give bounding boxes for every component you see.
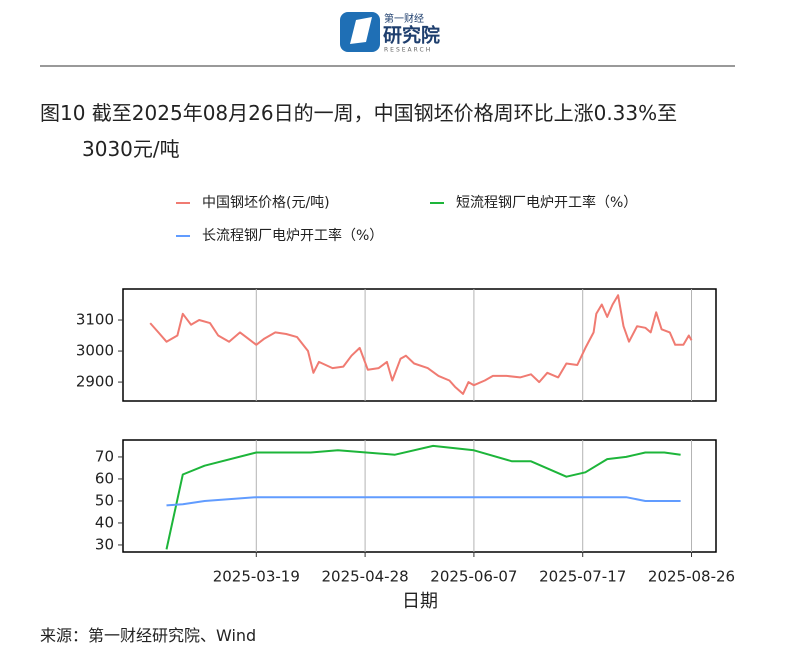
y-tick-label: 2900: [76, 373, 114, 391]
x-tick-label: 2025-04-28: [322, 568, 409, 586]
line-series: [166, 496, 681, 507]
line-series: [149, 294, 693, 395]
panel-top: [122, 288, 717, 402]
x-axis-label: 日期: [402, 591, 438, 612]
y-tick-label: 40: [95, 513, 114, 531]
x-tick-label: 2025-07-17: [539, 568, 626, 586]
logo-cn: 第一财经: [384, 12, 424, 25]
y-tick-label: 60: [95, 469, 114, 487]
logo: 第一财经 研究院 RESEARCH: [340, 12, 440, 54]
line-series: [165, 444, 681, 550]
x-tick-label: 2025-08-26: [648, 568, 735, 586]
legend-label: 短流程钢厂电炉开工率（%）: [456, 194, 637, 211]
panel-bottom: [122, 439, 717, 553]
legend-label: 长流程钢厂电炉开工率（%）: [202, 227, 383, 244]
x-tick-label: 2025-03-19: [213, 568, 300, 586]
title: 图10 截至2025年08月26日的一周，中国钢坯价格周环比上涨0.33%至30…: [40, 101, 678, 161]
y-tick-label: 30: [95, 535, 114, 553]
y-tick-label: 50: [95, 491, 114, 509]
y-tick-label: 3100: [76, 311, 114, 329]
logo-glyph: [350, 17, 372, 44]
x-tick-label: 2025-06-07: [430, 568, 517, 586]
logo-en: RESEARCH: [384, 47, 432, 54]
legend-label: 中国钢坯价格(元/吨): [202, 195, 330, 211]
source: 来源：第一财经研究院、Wind: [40, 626, 257, 645]
y-tick-label: 3000: [76, 342, 114, 360]
logo-main: 研究院: [383, 24, 440, 47]
y-tick-label: 70: [95, 447, 114, 465]
